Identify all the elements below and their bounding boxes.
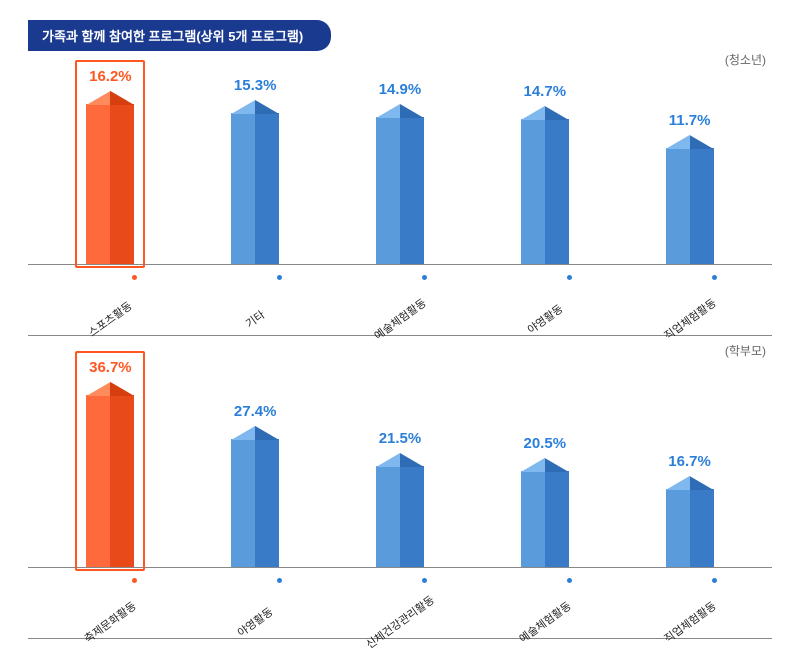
bar-peak bbox=[521, 106, 569, 120]
bar-column: 20.5% bbox=[485, 435, 605, 567]
bar-peak bbox=[231, 100, 279, 114]
bar bbox=[666, 476, 714, 567]
label-dot bbox=[567, 275, 572, 280]
bar bbox=[376, 104, 424, 264]
bar-value-label: 11.7% bbox=[669, 112, 711, 129]
chart2-labels: 축제문화활동 야영활동 신체건강관리활동 예술체험활동 직업체험활동 bbox=[28, 568, 772, 630]
label-dot bbox=[277, 578, 282, 583]
category-label: 예술체험활동 bbox=[340, 273, 460, 327]
category-text: 예술체험활동 bbox=[516, 598, 575, 647]
category-label: 예술체험활동 bbox=[485, 576, 605, 630]
bar bbox=[86, 382, 134, 567]
category-label: 기타 bbox=[195, 273, 315, 327]
bar-body bbox=[231, 439, 279, 567]
label-dot bbox=[422, 578, 427, 583]
chart2-sublabel: (학부모) bbox=[725, 342, 766, 359]
label-dot bbox=[712, 275, 717, 280]
category-label: 축제문화활동 bbox=[50, 576, 170, 630]
bar-value-label: 20.5% bbox=[524, 435, 567, 452]
category-text: 스포츠활동 bbox=[85, 298, 135, 341]
label-dot bbox=[567, 578, 572, 583]
bar bbox=[376, 453, 424, 567]
bar-peak bbox=[376, 453, 424, 467]
bar bbox=[231, 100, 279, 264]
category-text: 야영활동 bbox=[234, 604, 276, 641]
bar-value-label: 36.7% bbox=[89, 359, 132, 376]
bar-value-label: 14.7% bbox=[524, 83, 567, 100]
bar-body bbox=[86, 104, 134, 264]
bar-body bbox=[376, 466, 424, 567]
label-dot bbox=[422, 275, 427, 280]
bar-body bbox=[666, 489, 714, 567]
bar bbox=[86, 91, 134, 264]
chart-title: 가족과 함께 참여한 프로그램(상위 5개 프로그램) bbox=[28, 20, 331, 51]
bar-value-label: 21.5% bbox=[379, 430, 422, 447]
bar bbox=[666, 135, 714, 264]
category-text: 신체건강관리활동 bbox=[363, 592, 438, 653]
category-label: 스포츠활동 bbox=[50, 273, 170, 327]
bar-body bbox=[521, 119, 569, 264]
category-label: 직업체험활동 bbox=[630, 273, 750, 327]
bar-column: 16.7% bbox=[630, 453, 750, 567]
bar-value-label: 14.9% bbox=[379, 81, 422, 98]
category-text: 기타 bbox=[242, 307, 268, 332]
chart-parent: (학부모) 36.7%27.4%21.5%20.5%16.7% 축제문화활동야영… bbox=[28, 346, 772, 639]
bar-column: 11.7% bbox=[630, 112, 750, 264]
category-text: 예술체험활동 bbox=[371, 295, 430, 344]
bar-column: 16.2% bbox=[50, 68, 170, 264]
bar bbox=[521, 106, 569, 264]
chart1-bars: 16.2% 15.3% 14.9% 14.7% 11.7% bbox=[28, 55, 772, 265]
bar-peak bbox=[666, 135, 714, 149]
category-label: 신체건강관리활동 bbox=[340, 576, 460, 630]
category-text: 축제문화활동 bbox=[81, 598, 140, 647]
bar-value-label: 27.4% bbox=[234, 403, 277, 420]
label-dot bbox=[277, 275, 282, 280]
category-label: 야영활동 bbox=[195, 576, 315, 630]
bar-peak bbox=[86, 382, 134, 396]
category-text: 직업체험활동 bbox=[660, 598, 719, 647]
bar-body bbox=[86, 395, 134, 567]
bar-body bbox=[376, 117, 424, 264]
bar-body bbox=[666, 148, 714, 264]
label-dot bbox=[132, 275, 137, 280]
bar bbox=[521, 458, 569, 567]
chart1-sublabel: (청소년) bbox=[725, 51, 766, 68]
bar-peak bbox=[376, 104, 424, 118]
bar-column: 21.5% bbox=[340, 430, 460, 567]
label-dot bbox=[712, 578, 717, 583]
bar-column: 14.7% bbox=[485, 83, 605, 264]
category-label: 야영활동 bbox=[485, 273, 605, 327]
bar-peak bbox=[666, 476, 714, 490]
chart1-labels: 스포츠활동 기타 예술체험활동 야영활동 직업체험활동 bbox=[28, 265, 772, 327]
bar-column: 27.4% bbox=[195, 403, 315, 567]
bar-peak bbox=[521, 458, 569, 472]
bar-column: 14.9% bbox=[340, 81, 460, 264]
bar-column: 15.3% bbox=[195, 77, 315, 264]
chart-youth: (청소년) 16.2%15.3%14.9%14.7%11.7% 스포츠활동기타예… bbox=[28, 55, 772, 336]
bar bbox=[231, 426, 279, 567]
category-text: 야영활동 bbox=[524, 301, 566, 338]
bar-column: 36.7% bbox=[50, 359, 170, 567]
bar-value-label: 16.7% bbox=[668, 453, 711, 470]
chart2-bars: 36.7% 27.4% 21.5% 20.5% 16.7% bbox=[28, 346, 772, 568]
bar-body bbox=[521, 471, 569, 567]
bar-value-label: 16.2% bbox=[89, 68, 132, 85]
bar-peak bbox=[86, 91, 134, 105]
label-dot bbox=[132, 578, 137, 583]
bar-peak bbox=[231, 426, 279, 440]
bar-body bbox=[231, 113, 279, 264]
category-label: 직업체험활동 bbox=[630, 576, 750, 630]
bar-value-label: 15.3% bbox=[234, 77, 277, 94]
category-text: 직업체험활동 bbox=[660, 295, 719, 344]
